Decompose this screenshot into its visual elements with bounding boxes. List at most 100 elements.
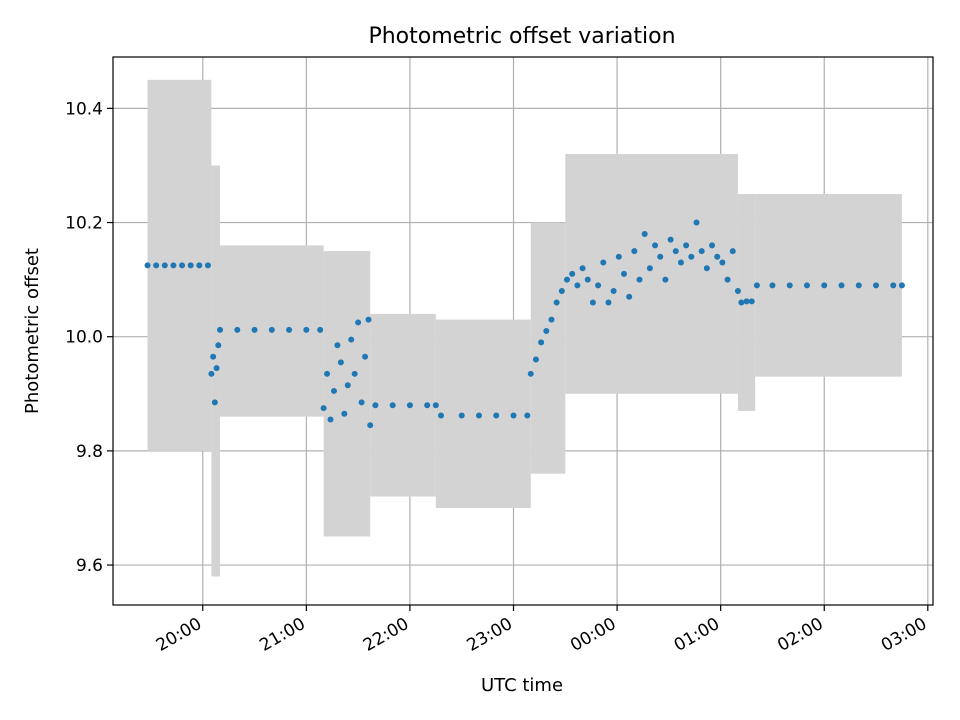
data-point — [683, 242, 690, 249]
data-point — [838, 282, 845, 289]
data-point — [703, 265, 710, 272]
data-point — [234, 326, 241, 333]
data-point — [786, 282, 793, 289]
data-point — [365, 316, 372, 323]
data-point — [372, 402, 379, 409]
data-point — [324, 370, 331, 377]
data-point — [589, 299, 596, 306]
data-point — [738, 299, 745, 306]
data-point — [251, 326, 258, 333]
y-tick-label: 10.4 — [65, 99, 103, 119]
data-point — [743, 298, 750, 305]
data-point — [626, 293, 633, 300]
data-point — [144, 262, 151, 269]
data-point — [187, 262, 194, 269]
data-point — [652, 242, 659, 249]
data-point — [748, 298, 755, 305]
data-point — [724, 276, 731, 283]
data-point — [564, 276, 571, 283]
data-point — [161, 262, 168, 269]
data-point — [698, 248, 705, 255]
data-point — [170, 262, 177, 269]
data-point — [344, 382, 351, 389]
data-point — [667, 236, 674, 243]
data-point — [458, 412, 465, 419]
chart-title: Photometric offset variation — [368, 24, 675, 49]
data-point — [303, 326, 310, 333]
data-point — [358, 399, 365, 406]
x-axis-label: UTC time — [481, 675, 563, 696]
data-point — [579, 265, 586, 272]
data-point — [268, 326, 275, 333]
data-point — [709, 242, 716, 249]
data-point — [543, 328, 550, 334]
data-point — [367, 422, 374, 429]
data-point — [337, 359, 344, 366]
data-point — [217, 326, 224, 333]
y-tick-label: 10.0 — [65, 328, 103, 348]
x-tick-label: 23:00 — [464, 614, 516, 656]
data-point — [208, 370, 215, 377]
data-point — [211, 399, 218, 406]
data-point — [355, 319, 362, 326]
data-point — [179, 262, 186, 269]
data-point — [362, 353, 369, 360]
error-band-group — [147, 79, 902, 577]
data-point — [584, 276, 591, 283]
data-points-group — [144, 219, 905, 429]
x-tick-label: 02:00 — [774, 614, 826, 656]
y-tick-label: 10.2 — [65, 214, 103, 234]
data-point — [569, 270, 576, 277]
data-point — [153, 262, 160, 269]
data-point — [524, 412, 531, 419]
data-point — [753, 282, 760, 289]
data-point — [215, 342, 222, 349]
data-point — [510, 412, 517, 419]
data-point — [204, 262, 211, 269]
plot-frame — [112, 56, 934, 606]
data-point — [320, 405, 327, 412]
x-tick-label: 03:00 — [878, 614, 930, 656]
x-tick-label: 01:00 — [671, 614, 723, 656]
data-point — [636, 276, 643, 283]
x-axis-ticks: 20:00 21:00 22:00 23:00 00:00 01:00 02:00 03:00 — [153, 605, 930, 656]
data-point — [574, 282, 581, 289]
data-point — [432, 402, 439, 409]
x-tick-label: 20:00 — [153, 614, 205, 656]
data-point — [821, 282, 828, 289]
data-point — [317, 326, 324, 333]
data-point — [714, 253, 721, 260]
data-point — [532, 356, 539, 363]
data-point — [898, 282, 905, 289]
data-point — [610, 288, 617, 295]
data-point — [657, 253, 664, 260]
data-point — [677, 259, 684, 266]
data-point — [334, 342, 341, 349]
data-point — [719, 259, 726, 266]
data-point — [286, 326, 293, 333]
data-point — [327, 416, 334, 423]
data-point — [646, 265, 653, 272]
data-point — [213, 365, 220, 372]
data-point — [803, 282, 810, 289]
x-tick-label: 22:00 — [360, 614, 412, 656]
data-point — [693, 219, 700, 226]
error-band-segment — [755, 194, 902, 377]
data-point — [527, 370, 534, 377]
data-point — [406, 402, 413, 409]
data-point — [615, 253, 622, 260]
data-point — [351, 370, 358, 377]
data-point — [890, 282, 897, 289]
data-point — [672, 248, 679, 255]
data-point — [631, 248, 638, 255]
data-point — [475, 412, 482, 419]
data-point — [600, 259, 607, 266]
data-point — [210, 353, 217, 360]
data-point — [688, 253, 695, 260]
data-point — [620, 270, 627, 277]
y-axis-label: Photometric offset — [22, 248, 43, 414]
data-point — [595, 282, 602, 289]
data-point — [538, 339, 545, 346]
data-point — [389, 402, 396, 409]
error-band-segment — [565, 154, 738, 394]
